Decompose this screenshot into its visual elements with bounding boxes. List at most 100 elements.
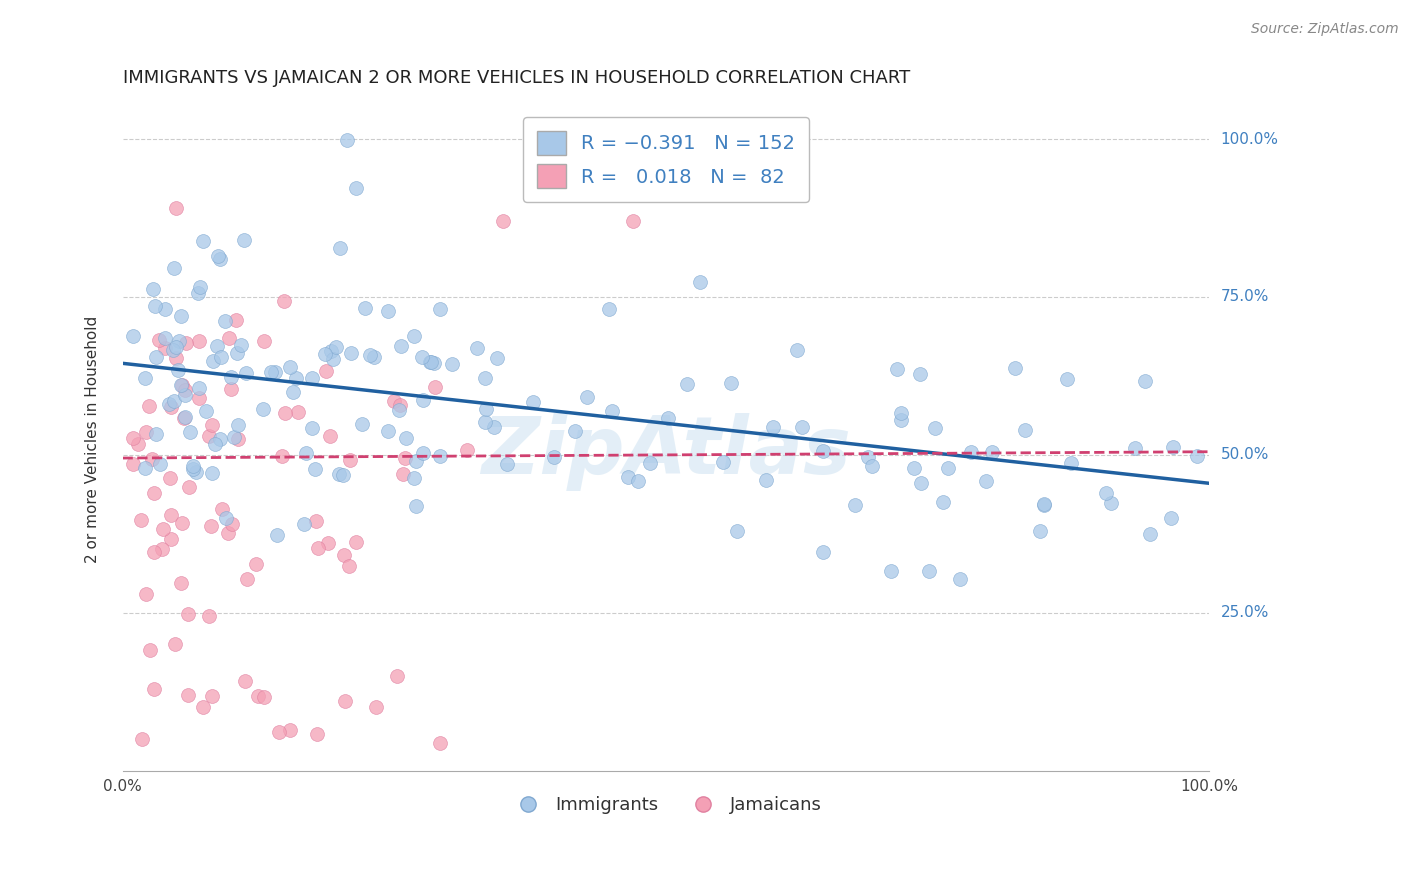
Point [890,413,912,427]
Point [165,340,187,354]
Point [420,355,443,369]
Point [402,329,425,343]
Point [226,417,249,432]
Point [221,370,243,384]
Point [201,354,224,368]
Point [456,442,478,457]
Point [412,446,434,460]
Point [201,466,224,480]
Point [135,425,157,439]
Point [811,545,834,559]
Point [389,339,412,353]
Point [910,476,932,491]
Point [305,727,328,741]
Point [160,400,183,414]
Point [564,425,586,439]
Point [174,383,197,397]
Point [145,427,167,442]
Point [170,309,193,323]
Point [141,451,163,466]
Point [197,608,219,623]
Point [225,313,247,327]
Point [405,500,427,514]
Point [325,340,347,354]
Point [252,401,274,416]
Point [278,723,301,737]
Point [388,403,411,417]
Point [207,249,229,263]
Point [394,451,416,466]
Point [246,689,269,703]
Point [725,524,748,538]
Point [602,403,624,417]
Point [918,564,941,578]
Point [165,201,187,215]
Point [217,526,239,541]
Point [621,214,644,228]
Point [209,433,232,447]
Point [932,495,955,509]
Point [211,502,233,516]
Point [174,388,197,402]
Point [228,433,250,447]
Point [134,460,156,475]
Point [465,341,488,355]
Point [179,425,201,440]
Point [949,572,972,586]
Text: Source: ZipAtlas.com: Source: ZipAtlas.com [1251,22,1399,37]
Point [187,286,209,301]
Point [170,516,193,531]
Point [142,486,165,500]
Point [263,365,285,379]
Point [179,480,201,494]
Point [353,301,375,315]
Point [305,515,328,529]
Point [307,541,329,556]
Point [233,233,256,247]
Point [336,133,359,147]
Point [1032,499,1054,513]
Point [328,467,350,481]
Point [229,338,252,352]
Point [405,453,427,467]
Point [316,535,339,549]
Point [177,607,200,621]
Point [155,341,177,355]
Point [134,371,156,385]
Point [1004,360,1026,375]
Point [173,411,195,425]
Point [474,416,496,430]
Point [974,475,997,489]
Point [495,457,517,471]
Point [856,450,879,465]
Point [131,731,153,746]
Point [1099,496,1122,510]
Point [318,429,340,443]
Point [215,511,238,525]
Point [122,457,145,471]
Point [226,346,249,360]
Point [218,331,240,345]
Point [253,690,276,705]
Point [253,334,276,348]
Point [340,345,363,359]
Point [139,643,162,657]
Point [152,522,174,536]
Point [981,444,1004,458]
Point [221,517,243,532]
Point [675,377,697,392]
Point [138,399,160,413]
Point [475,401,498,416]
Point [201,418,224,433]
Point [222,430,245,444]
Point [135,586,157,600]
Point [1133,374,1156,388]
Point [1060,456,1083,470]
Y-axis label: 2 or more Vehicles in Household: 2 or more Vehicles in Household [86,316,100,563]
Point [389,398,412,412]
Point [575,390,598,404]
Point [301,370,323,384]
Point [176,336,198,351]
Point [522,395,544,409]
Point [1161,441,1184,455]
